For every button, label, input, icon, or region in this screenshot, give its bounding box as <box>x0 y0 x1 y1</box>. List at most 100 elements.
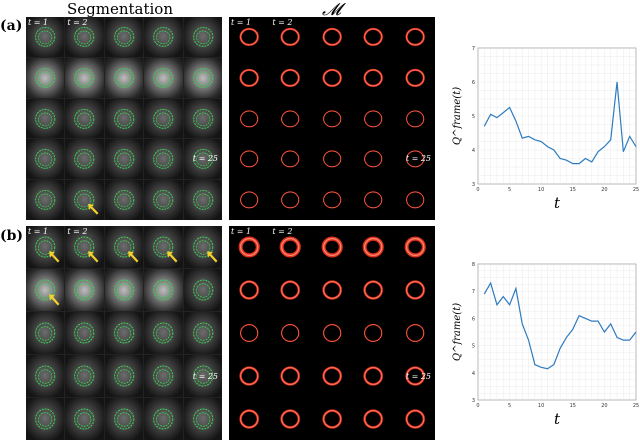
frame-label-second: t = 2 <box>67 227 88 236</box>
uncertainty-map-frame <box>270 269 311 311</box>
uncertainty-map-frame <box>394 398 435 440</box>
endocardial-contour <box>116 152 132 167</box>
endocardial-contour <box>195 412 210 427</box>
myocardium-ring-highlight <box>281 237 300 257</box>
endocardial-contour <box>77 369 92 384</box>
epicardial-contour <box>74 26 95 47</box>
epicardial-contour <box>35 190 56 211</box>
uncertainty-map-frame <box>229 312 270 354</box>
myocardium-ring-highlight <box>405 28 424 46</box>
epicardial-contour <box>35 408 56 430</box>
arrow-marker <box>167 251 178 263</box>
epicardial-contour <box>153 408 174 430</box>
myocardium-ring-highlight <box>405 69 424 86</box>
panel-a-label: (a) <box>0 18 23 34</box>
uncertainty-map-frame <box>270 139 311 180</box>
endocardial-contour <box>156 412 171 427</box>
epicardial-contour <box>153 149 174 170</box>
epicardial-contour <box>192 322 213 344</box>
endocardial-contour <box>77 412 92 427</box>
data-point <box>572 163 574 164</box>
epicardial-contour <box>113 408 135 430</box>
quality-plot-a: 0 5 10 15 20 25 3 4 5 6 7 t Q^frame(t) <box>448 40 639 212</box>
x-tick-label: 20 <box>601 187 607 193</box>
segmentation-frame <box>26 398 65 440</box>
epicardial-contour <box>35 26 56 47</box>
segmentation-frame <box>65 139 104 180</box>
uncertainty-map-frame <box>311 98 353 139</box>
epicardial-contour <box>153 108 174 129</box>
myocardium-ring-highlight <box>281 324 300 342</box>
myocardium-ring-highlight <box>406 324 424 342</box>
segmentation-frame <box>65 98 104 139</box>
epicardial-contour <box>74 365 95 387</box>
segmentation-frame <box>65 180 104 220</box>
myocardium-ring-highlight <box>322 237 342 257</box>
epicardial-contour <box>74 67 95 88</box>
data-point <box>496 304 498 306</box>
myocardium-ring-highlight <box>364 367 383 385</box>
uncertainty-map-frame <box>229 98 270 139</box>
myocardium-ring-highlight <box>405 281 424 299</box>
epicardial-contour <box>192 67 213 88</box>
epicardial-contour <box>192 149 213 170</box>
segmentation-frame: t = 1 <box>26 17 65 57</box>
x-tick-label: 10 <box>538 403 544 409</box>
myocardium-ring-highlight <box>406 151 424 168</box>
data-point <box>540 367 542 368</box>
epicardial-contour <box>153 322 174 344</box>
segmentation-frame <box>144 17 183 57</box>
data-point <box>635 331 637 333</box>
uncertainty-map-frame <box>311 139 353 180</box>
segmentation-frame <box>144 269 183 311</box>
myocardium-ring-highlight <box>281 281 300 299</box>
myocardium-ring-highlight <box>364 324 383 342</box>
myocardium-ring-highlight <box>364 69 383 86</box>
segmentation-frame <box>144 180 183 220</box>
endocardial-contour <box>77 71 92 86</box>
segmentation-frame <box>104 57 144 98</box>
segmentation-frame: t = 1 <box>26 226 65 268</box>
segmentation-frame <box>26 57 65 98</box>
segmentation-frame <box>104 398 144 440</box>
uncertainty-map-frame <box>229 398 270 440</box>
endocardial-contour <box>195 112 210 126</box>
uncertainty-map-frame <box>311 17 353 57</box>
x-tick-label: 25 <box>633 187 639 193</box>
endocardial-contour <box>156 193 171 208</box>
segmentation-frame <box>183 180 222 220</box>
epicardial-contour <box>35 67 56 88</box>
myocardium-ring-highlight <box>323 410 341 428</box>
myocardium-ring-highlight <box>240 367 259 385</box>
data-point <box>509 304 510 306</box>
arrow-marker <box>88 204 99 215</box>
uncertainty-map-frame <box>270 98 311 139</box>
data-point <box>629 339 630 341</box>
endocardial-contour <box>77 30 92 45</box>
uncertainty-map-frame <box>394 17 435 57</box>
segmentation-frame <box>26 180 65 220</box>
data-point <box>540 141 542 142</box>
endocardial-contour <box>38 152 53 167</box>
frame-label-last: t = 25 <box>192 372 218 381</box>
data-point <box>496 117 498 118</box>
x-tick-label: 0 <box>476 403 479 409</box>
epicardial-contour <box>113 108 135 129</box>
data-point <box>528 339 529 341</box>
endocardial-contour <box>38 412 53 427</box>
myocardium-ring-highlight <box>405 367 424 385</box>
segmentation-frame <box>26 139 65 180</box>
segmentation-frame <box>144 398 183 440</box>
y-tick-label: 3 <box>472 182 475 188</box>
uncertainty-map-frame <box>270 355 311 397</box>
segmentation-frame: t = 25 <box>183 139 222 180</box>
epicardial-contour <box>153 365 174 387</box>
uncertainty-map-frame <box>394 98 435 139</box>
data-point <box>597 151 599 152</box>
arrow-marker <box>49 251 60 263</box>
myocardium-ring-highlight <box>240 237 259 257</box>
epicardial-contour <box>153 190 174 211</box>
uncertainty-map-frame <box>394 312 435 354</box>
uncertainty-map-frame: t = 2 <box>270 17 311 57</box>
epicardial-contour <box>74 279 95 301</box>
